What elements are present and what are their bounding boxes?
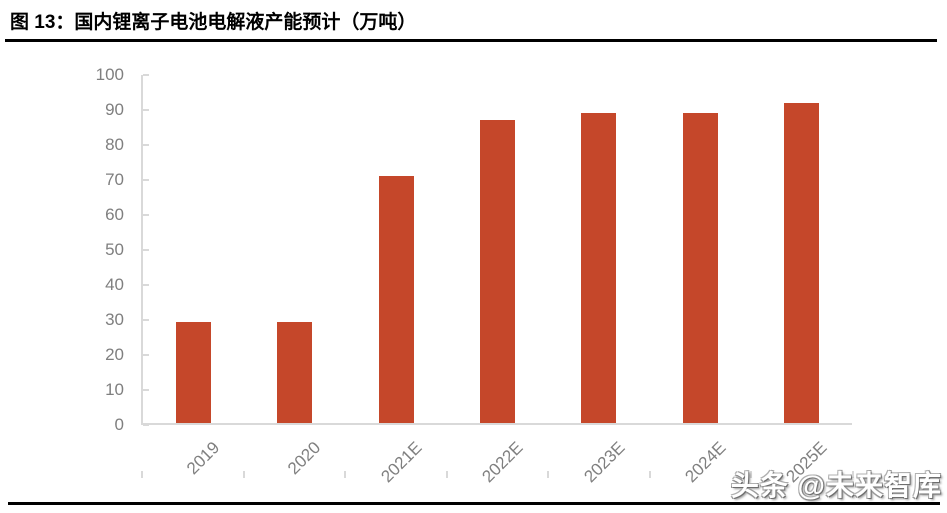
x-axis-tick-mark	[648, 471, 651, 478]
plot-area	[141, 75, 852, 425]
y-axis-tick-label-60: 60	[105, 205, 124, 224]
bar-2023E	[581, 113, 617, 423]
figure-title: 图 13：国内锂离子电池电解液产能预计（万吨）	[10, 12, 417, 33]
y-axis-tick-label-40: 40	[105, 275, 124, 294]
bar-2024E	[682, 113, 718, 423]
bar-2022E	[480, 120, 515, 423]
y-axis-tick-label-50: 50	[105, 240, 124, 259]
x-axis-tick-mark	[445, 471, 448, 478]
x-axis-tick-mark	[750, 471, 753, 478]
y-axis-tick-mark	[143, 424, 149, 426]
x-axis-label-2019: 2019	[182, 438, 224, 479]
y-axis-tick-mark	[143, 284, 149, 286]
y-axis-tick-mark	[143, 319, 149, 321]
y-axis-tick-mark	[143, 354, 149, 356]
y-axis-tick-mark	[143, 179, 149, 181]
bottom-divider-line	[8, 502, 940, 505]
bar-chart: 0 10 20 30 40 50 60 70 80 90 100 2019 2020 2021E 2022E…	[0, 46, 947, 496]
x-axis-label-2021E: 2021E	[377, 438, 426, 487]
watermark: 头条 @未来智库	[730, 470, 942, 501]
x-axis-tick-mark	[141, 471, 143, 478]
title-divider-line	[5, 39, 937, 42]
y-axis-tick-mark	[143, 214, 149, 216]
x-axis-label-2022E: 2022E	[478, 438, 527, 487]
y-axis-tick-mark	[143, 389, 149, 391]
y-axis-tick-label-30: 30	[105, 310, 124, 329]
y-axis-tick-label-90: 90	[105, 100, 124, 119]
bar-2020	[277, 322, 313, 423]
x-axis-tick-mark	[852, 471, 854, 478]
bar-2025E	[783, 102, 819, 423]
x-axis-label-2024E: 2024E	[681, 438, 730, 487]
bar-2021E	[378, 175, 414, 423]
x-axis-tick-mark	[344, 471, 347, 478]
y-axis-tick-label-10: 10	[105, 380, 124, 399]
y-axis-tick-label-80: 80	[105, 135, 124, 154]
bar-2019	[176, 322, 212, 423]
x-axis-tick-mark	[242, 471, 245, 478]
y-axis-tick-label-0: 0	[114, 415, 124, 434]
x-axis-label-2020: 2020	[284, 438, 325, 479]
y-axis-tick-label-100: 100	[95, 65, 124, 84]
y-axis-tick-label-70: 70	[105, 170, 124, 189]
y-axis-tick-mark	[143, 249, 149, 251]
x-axis-tick-mark	[547, 471, 550, 478]
y-axis-tick-label-20: 20	[105, 345, 124, 364]
y-axis-tick-mark	[143, 109, 149, 111]
y-axis-tick-mark	[143, 144, 149, 146]
x-axis-label-2023E: 2023E	[580, 438, 629, 487]
y-axis-tick-mark	[143, 74, 149, 76]
